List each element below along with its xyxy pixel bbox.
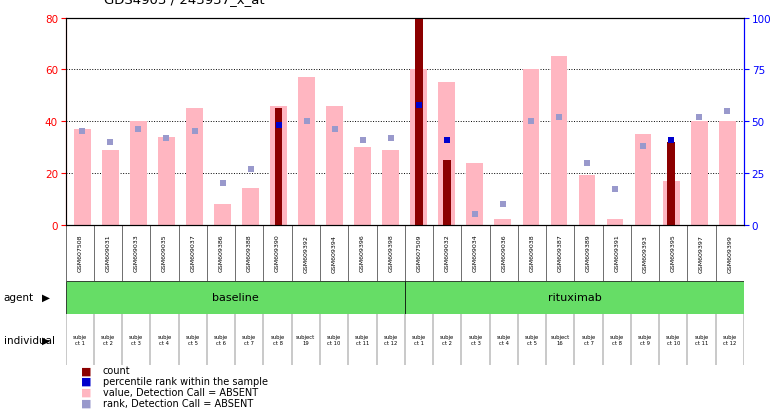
Bar	[298, 78, 315, 225]
Text: subje
ct 7: subje ct 7	[242, 334, 257, 345]
Bar	[550, 57, 567, 225]
Text: subje
ct 7: subje ct 7	[581, 334, 596, 345]
Bar	[130, 122, 146, 225]
Text: subje
ct 8: subje ct 8	[610, 334, 624, 345]
Text: GSM609037: GSM609037	[190, 234, 195, 272]
Bar	[578, 176, 595, 225]
Bar	[102, 150, 119, 225]
Text: GDS4903 / 243937_x_at: GDS4903 / 243937_x_at	[104, 0, 264, 6]
Bar	[668, 142, 675, 225]
Text: GSM607509: GSM607509	[416, 234, 422, 272]
Text: GSM609032: GSM609032	[445, 234, 449, 272]
Bar	[326, 106, 343, 225]
Text: subje
ct 3: subje ct 3	[468, 334, 483, 345]
Bar	[443, 161, 450, 225]
Text: GSM609399: GSM609399	[727, 234, 732, 272]
Text: GSM609395: GSM609395	[671, 234, 676, 272]
Bar	[158, 137, 175, 225]
Text: agent: agent	[4, 292, 34, 302]
Bar	[66, 281, 405, 314]
Text: subje
ct 5: subje ct 5	[186, 334, 200, 345]
Text: subje
ct 5: subje ct 5	[525, 334, 539, 345]
Text: GSM609036: GSM609036	[501, 234, 507, 272]
Text: GSM609035: GSM609035	[162, 234, 167, 272]
Bar	[270, 106, 287, 225]
Bar	[635, 135, 651, 225]
Bar	[691, 122, 708, 225]
Text: GSM609386: GSM609386	[218, 234, 224, 272]
Text: subje
ct 2: subje ct 2	[440, 334, 454, 345]
Text: ▶: ▶	[42, 335, 50, 345]
Bar	[410, 70, 427, 225]
Text: subje
ct 2: subje ct 2	[101, 334, 115, 345]
Bar	[186, 109, 203, 225]
Text: subje
ct 12: subje ct 12	[383, 334, 398, 345]
Text: subje
ct 11: subje ct 11	[695, 334, 709, 345]
Bar	[523, 70, 540, 225]
Bar	[466, 163, 483, 225]
Text: GSM607508: GSM607508	[77, 234, 82, 272]
Text: subject
19: subject 19	[296, 334, 315, 345]
Text: ▶: ▶	[42, 292, 50, 302]
Text: rank, Detection Call = ABSENT: rank, Detection Call = ABSENT	[103, 398, 253, 408]
Text: GSM609392: GSM609392	[303, 234, 308, 272]
Text: GSM609393: GSM609393	[642, 234, 648, 272]
Text: GSM609038: GSM609038	[530, 234, 534, 272]
Bar	[382, 150, 399, 225]
Text: ■: ■	[81, 387, 92, 397]
Text: GSM609389: GSM609389	[586, 234, 591, 272]
Text: subje
ct 10: subje ct 10	[666, 334, 681, 345]
Text: subje
ct 6: subje ct 6	[214, 334, 228, 345]
Text: ■: ■	[81, 398, 92, 408]
Text: subje
ct 11: subje ct 11	[355, 334, 369, 345]
Text: GSM609394: GSM609394	[332, 234, 337, 272]
Bar	[242, 189, 259, 225]
Text: subje
ct 9: subje ct 9	[638, 334, 652, 345]
Text: individual: individual	[4, 335, 55, 345]
Text: subje
ct 1: subje ct 1	[72, 334, 87, 345]
Bar	[719, 122, 736, 225]
Text: value, Detection Call = ABSENT: value, Detection Call = ABSENT	[103, 387, 258, 397]
Bar	[494, 220, 511, 225]
Text: GSM609034: GSM609034	[473, 234, 478, 272]
Text: ■: ■	[81, 366, 92, 375]
Text: GSM609397: GSM609397	[699, 234, 704, 272]
Text: subje
ct 1: subje ct 1	[412, 334, 426, 345]
Text: GSM609398: GSM609398	[388, 234, 393, 272]
Text: subje
ct 4: subje ct 4	[497, 334, 511, 345]
Text: GSM609388: GSM609388	[247, 234, 252, 272]
Bar	[663, 181, 679, 225]
Bar	[607, 220, 624, 225]
Text: subje
ct 8: subje ct 8	[271, 334, 284, 345]
Text: count: count	[103, 366, 130, 375]
Bar	[415, 19, 423, 225]
Text: GSM609391: GSM609391	[614, 234, 619, 272]
Text: GSM609396: GSM609396	[360, 234, 365, 272]
Bar	[214, 204, 231, 225]
Text: GSM609033: GSM609033	[133, 234, 139, 272]
Bar	[274, 109, 282, 225]
Text: percentile rank within the sample: percentile rank within the sample	[103, 376, 268, 386]
Bar	[355, 147, 371, 225]
Bar	[405, 281, 744, 314]
Text: subject
16: subject 16	[550, 334, 570, 345]
Text: GSM609031: GSM609031	[106, 234, 110, 272]
Text: rituximab: rituximab	[547, 292, 601, 302]
Text: GSM609387: GSM609387	[557, 234, 563, 272]
Text: ■: ■	[81, 376, 92, 386]
Bar	[74, 130, 91, 225]
Text: subje
ct 12: subje ct 12	[722, 334, 737, 345]
Text: subje
ct 10: subje ct 10	[327, 334, 342, 345]
Bar	[439, 83, 455, 225]
Text: baseline: baseline	[212, 292, 258, 302]
Text: subje
ct 3: subje ct 3	[129, 334, 143, 345]
Text: subje
ct 4: subje ct 4	[157, 334, 172, 345]
Text: GSM609390: GSM609390	[275, 234, 280, 272]
